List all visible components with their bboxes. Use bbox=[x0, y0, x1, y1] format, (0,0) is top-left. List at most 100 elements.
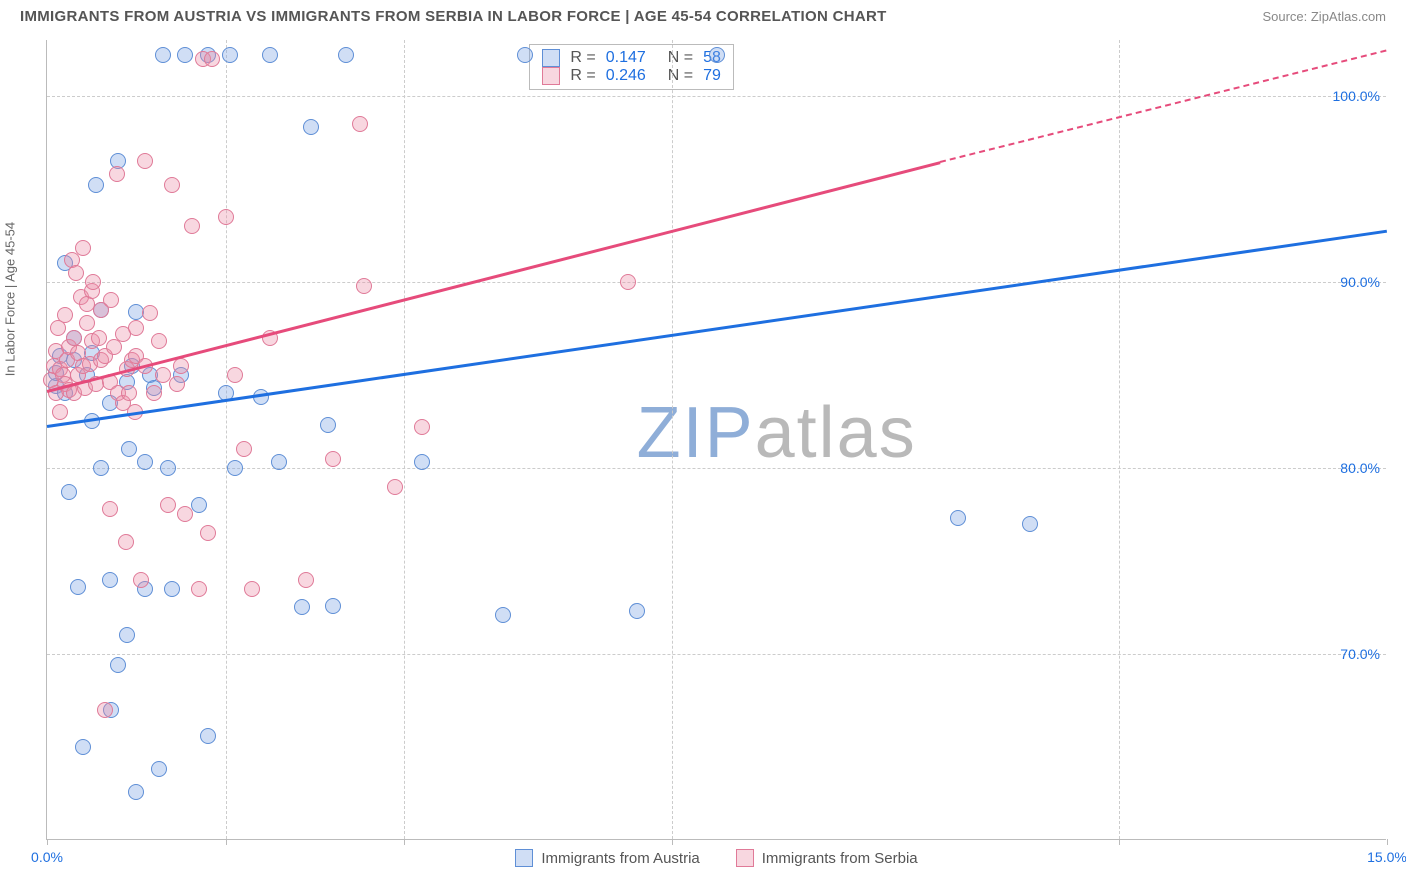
scatter-point-austria bbox=[338, 47, 354, 63]
scatter-point-serbia bbox=[85, 274, 101, 290]
scatter-point-serbia bbox=[121, 385, 137, 401]
scatter-point-serbia bbox=[204, 51, 220, 67]
scatter-point-austria bbox=[414, 454, 430, 470]
watermark: ZIPatlas bbox=[637, 392, 917, 474]
scatter-point-serbia bbox=[109, 166, 125, 182]
legend-label: Immigrants from Serbia bbox=[762, 850, 918, 867]
y-tick-label: 80.0% bbox=[1340, 460, 1380, 476]
scatter-point-austria bbox=[88, 177, 104, 193]
legend-square-icon bbox=[736, 849, 754, 867]
legend-square-icon bbox=[515, 849, 533, 867]
scatter-point-austria bbox=[227, 460, 243, 476]
scatter-point-austria bbox=[294, 599, 310, 615]
trend-line bbox=[47, 161, 941, 393]
watermark-zip: ZIP bbox=[637, 393, 755, 473]
scatter-point-serbia bbox=[142, 305, 158, 321]
gridline-h bbox=[47, 282, 1386, 283]
scatter-point-serbia bbox=[160, 497, 176, 513]
watermark-atlas: atlas bbox=[755, 393, 917, 473]
gridline-h bbox=[47, 468, 1386, 469]
scatter-point-austria bbox=[128, 784, 144, 800]
scatter-point-austria bbox=[303, 119, 319, 135]
scatter-point-serbia bbox=[218, 209, 234, 225]
scatter-point-austria bbox=[325, 598, 341, 614]
stats-r-label: R = bbox=[570, 67, 595, 85]
scatter-point-serbia bbox=[91, 330, 107, 346]
scatter-point-austria bbox=[950, 510, 966, 526]
legend-item-austria: Immigrants from Austria bbox=[515, 849, 699, 867]
trend-line bbox=[47, 230, 1387, 428]
scatter-point-austria bbox=[155, 47, 171, 63]
scatter-point-austria bbox=[495, 607, 511, 623]
scatter-point-austria bbox=[102, 572, 118, 588]
stats-row-austria: R =0.147N =58 bbox=[542, 49, 720, 67]
scatter-point-austria bbox=[110, 657, 126, 673]
scatter-point-serbia bbox=[75, 240, 91, 256]
gridline-v bbox=[672, 40, 673, 839]
scatter-point-serbia bbox=[387, 479, 403, 495]
scatter-point-serbia bbox=[169, 376, 185, 392]
scatter-point-serbia bbox=[191, 581, 207, 597]
chart-plot-area: ZIPatlas R =0.147N =58R =0.246N =79 Immi… bbox=[46, 40, 1386, 840]
scatter-point-serbia bbox=[66, 330, 82, 346]
scatter-point-serbia bbox=[79, 315, 95, 331]
gridline-v bbox=[226, 40, 227, 839]
scatter-point-serbia bbox=[177, 506, 193, 522]
x-tick-label: 0.0% bbox=[31, 849, 63, 865]
x-tickmark bbox=[226, 839, 227, 845]
scatter-point-austria bbox=[629, 603, 645, 619]
scatter-point-serbia bbox=[52, 404, 68, 420]
scatter-point-austria bbox=[1022, 516, 1038, 532]
scatter-point-serbia bbox=[620, 274, 636, 290]
x-tickmark bbox=[404, 839, 405, 845]
bottom-legend: Immigrants from Austria Immigrants from S… bbox=[47, 849, 1386, 867]
scatter-point-serbia bbox=[356, 278, 372, 294]
scatter-point-serbia bbox=[57, 307, 73, 323]
scatter-point-serbia bbox=[227, 367, 243, 383]
scatter-point-serbia bbox=[236, 441, 252, 457]
stats-row-serbia: R =0.246N =79 bbox=[542, 67, 720, 85]
legend-item-serbia: Immigrants from Serbia bbox=[736, 849, 918, 867]
scatter-point-serbia bbox=[97, 702, 113, 718]
stats-r-value: 0.246 bbox=[606, 67, 658, 85]
scatter-point-austria bbox=[61, 484, 77, 500]
scatter-point-serbia bbox=[118, 534, 134, 550]
y-axis-label: In Labor Force | Age 45-54 bbox=[3, 222, 18, 376]
gridline-v bbox=[404, 40, 405, 839]
scatter-point-austria bbox=[151, 761, 167, 777]
x-tickmark bbox=[47, 839, 48, 845]
scatter-point-austria bbox=[271, 454, 287, 470]
scatter-point-serbia bbox=[137, 153, 153, 169]
scatter-point-austria bbox=[709, 47, 725, 63]
scatter-point-serbia bbox=[325, 451, 341, 467]
scatter-point-serbia bbox=[68, 265, 84, 281]
legend-square-icon bbox=[542, 67, 560, 85]
scatter-point-serbia bbox=[184, 218, 200, 234]
y-tick-label: 90.0% bbox=[1340, 274, 1380, 290]
scatter-point-austria bbox=[93, 460, 109, 476]
stats-r-label: R = bbox=[570, 49, 595, 67]
scatter-point-serbia bbox=[352, 116, 368, 132]
scatter-point-serbia bbox=[102, 501, 118, 517]
x-tick-label: 15.0% bbox=[1367, 849, 1406, 865]
scatter-point-austria bbox=[121, 441, 137, 457]
scatter-point-serbia bbox=[298, 572, 314, 588]
scatter-point-serbia bbox=[133, 572, 149, 588]
scatter-point-austria bbox=[222, 47, 238, 63]
scatter-point-serbia bbox=[128, 320, 144, 336]
gridline-h bbox=[47, 654, 1386, 655]
scatter-point-serbia bbox=[414, 419, 430, 435]
y-tick-label: 100.0% bbox=[1333, 88, 1380, 104]
scatter-point-austria bbox=[200, 728, 216, 744]
scatter-point-austria bbox=[75, 739, 91, 755]
source-label: Source: ZipAtlas.com bbox=[1262, 9, 1386, 24]
x-tickmark bbox=[1119, 839, 1120, 845]
scatter-point-austria bbox=[137, 454, 153, 470]
scatter-point-austria bbox=[517, 47, 533, 63]
stats-r-value: 0.147 bbox=[606, 49, 658, 67]
x-tickmark bbox=[672, 839, 673, 845]
trend-line bbox=[940, 49, 1387, 163]
chart-title: IMMIGRANTS FROM AUSTRIA VS IMMIGRANTS FR… bbox=[20, 8, 887, 25]
x-tickmark bbox=[1387, 839, 1388, 845]
correlation-stats-box: R =0.147N =58R =0.246N =79 bbox=[529, 44, 733, 90]
